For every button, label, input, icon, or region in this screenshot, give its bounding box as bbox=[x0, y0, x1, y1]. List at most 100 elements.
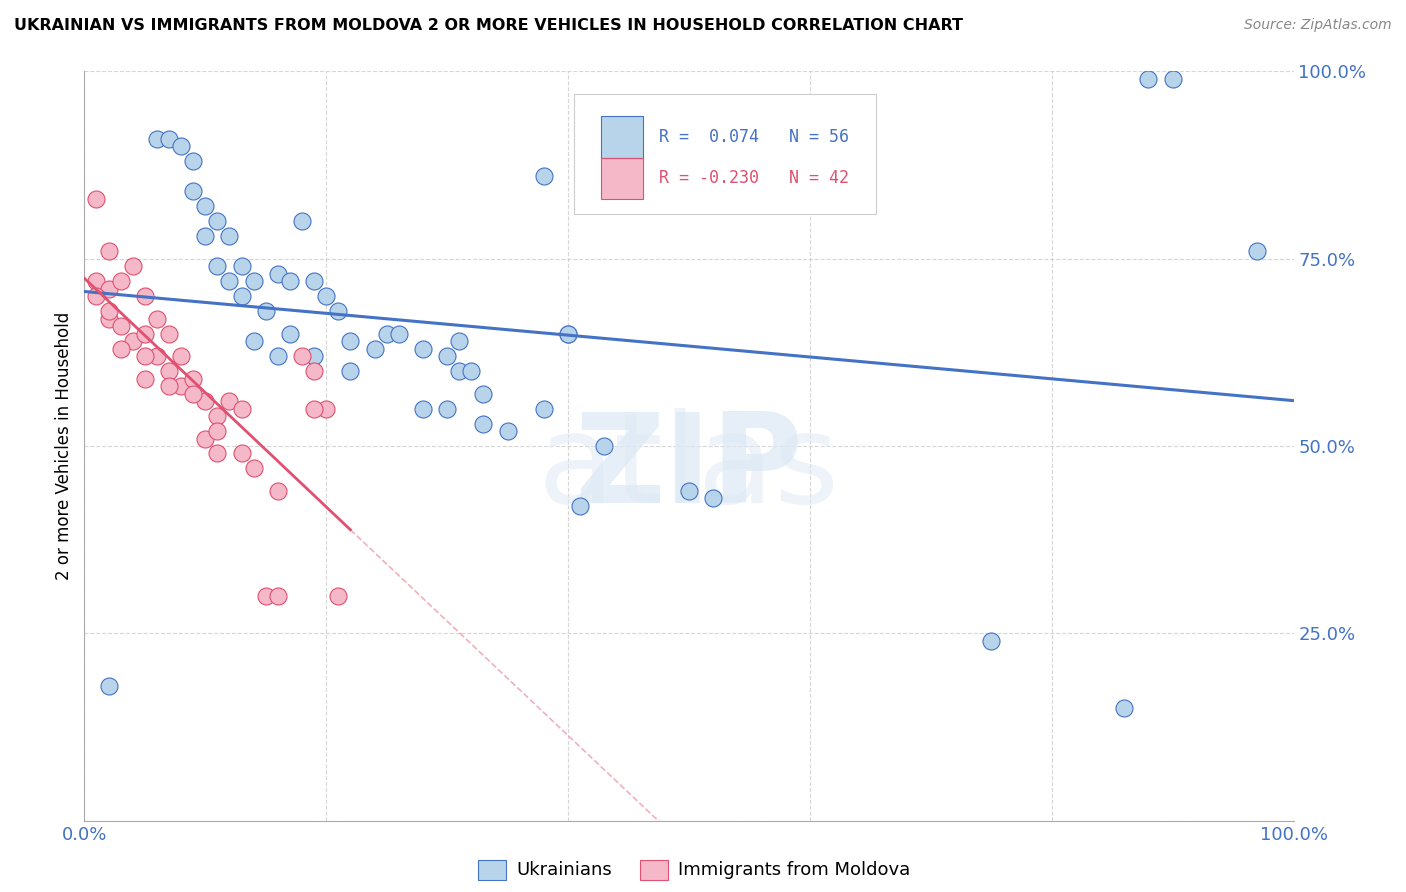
Point bbox=[157, 132, 180, 146]
Point bbox=[375, 326, 398, 341]
Point bbox=[302, 274, 325, 288]
Text: ZIP: ZIP bbox=[575, 408, 803, 529]
Text: Immigrants from Moldova: Immigrants from Moldova bbox=[678, 861, 910, 879]
Y-axis label: 2 or more Vehicles in Household: 2 or more Vehicles in Household bbox=[55, 312, 73, 580]
Point bbox=[533, 401, 555, 416]
Point bbox=[302, 401, 325, 416]
FancyBboxPatch shape bbox=[600, 158, 643, 199]
Point bbox=[170, 349, 193, 363]
Point bbox=[97, 304, 120, 318]
Point bbox=[799, 132, 821, 146]
Point bbox=[231, 259, 253, 273]
Point bbox=[146, 132, 169, 146]
Point bbox=[170, 379, 193, 393]
Point bbox=[134, 289, 156, 303]
Text: R = -0.230   N = 42: R = -0.230 N = 42 bbox=[659, 169, 849, 186]
Point bbox=[678, 483, 700, 498]
Point bbox=[569, 499, 592, 513]
Point bbox=[157, 326, 180, 341]
Point bbox=[339, 364, 361, 378]
Point bbox=[231, 289, 253, 303]
Point bbox=[194, 432, 217, 446]
Point bbox=[1137, 71, 1160, 86]
Point bbox=[533, 169, 555, 184]
Point bbox=[315, 289, 337, 303]
Point bbox=[110, 319, 132, 334]
Point bbox=[97, 679, 120, 693]
Point bbox=[242, 461, 264, 475]
Text: R =  0.074   N = 56: R = 0.074 N = 56 bbox=[659, 128, 849, 145]
FancyBboxPatch shape bbox=[574, 94, 876, 214]
Point bbox=[157, 364, 180, 378]
Point bbox=[1246, 244, 1268, 259]
Point bbox=[328, 304, 350, 318]
Point bbox=[339, 334, 361, 348]
Point bbox=[207, 259, 229, 273]
Point bbox=[328, 589, 350, 603]
Point bbox=[231, 401, 253, 416]
Point bbox=[980, 633, 1002, 648]
Point bbox=[121, 259, 143, 273]
Point bbox=[134, 371, 156, 385]
Point bbox=[436, 349, 458, 363]
Point bbox=[388, 326, 411, 341]
Point bbox=[218, 394, 240, 409]
Point bbox=[207, 446, 229, 460]
Point bbox=[242, 274, 264, 288]
Point bbox=[1161, 71, 1184, 86]
Point bbox=[231, 446, 253, 460]
Point bbox=[254, 589, 277, 603]
Point bbox=[267, 589, 290, 603]
Point bbox=[86, 192, 108, 206]
Point bbox=[472, 386, 495, 401]
Text: atlas: atlas bbox=[538, 408, 839, 529]
Point bbox=[181, 154, 204, 169]
Point bbox=[134, 349, 156, 363]
Point bbox=[278, 274, 301, 288]
Point bbox=[110, 342, 132, 356]
Text: UKRAINIAN VS IMMIGRANTS FROM MOLDOVA 2 OR MORE VEHICLES IN HOUSEHOLD CORRELATION: UKRAINIAN VS IMMIGRANTS FROM MOLDOVA 2 O… bbox=[14, 18, 963, 33]
Point bbox=[302, 349, 325, 363]
Point bbox=[207, 214, 229, 228]
Point bbox=[363, 342, 385, 356]
Point bbox=[146, 311, 169, 326]
Point bbox=[134, 326, 156, 341]
Point bbox=[157, 379, 180, 393]
Point bbox=[97, 244, 120, 259]
Point bbox=[86, 289, 108, 303]
Point bbox=[302, 364, 325, 378]
Point bbox=[267, 267, 290, 281]
Text: Ukrainians: Ukrainians bbox=[516, 861, 612, 879]
Point bbox=[146, 349, 169, 363]
Point bbox=[315, 401, 337, 416]
Point bbox=[194, 229, 217, 244]
Point bbox=[254, 304, 277, 318]
Point bbox=[496, 424, 519, 438]
Point bbox=[449, 364, 471, 378]
FancyBboxPatch shape bbox=[600, 116, 643, 158]
Point bbox=[702, 491, 724, 506]
Point bbox=[278, 326, 301, 341]
Point bbox=[218, 229, 240, 244]
Point bbox=[557, 326, 579, 341]
Point bbox=[291, 349, 314, 363]
Point bbox=[194, 394, 217, 409]
Point bbox=[472, 417, 495, 431]
Point bbox=[218, 274, 240, 288]
Point bbox=[436, 401, 458, 416]
Point bbox=[412, 342, 434, 356]
Point bbox=[194, 199, 217, 213]
Point bbox=[207, 409, 229, 423]
Point bbox=[557, 326, 579, 341]
Point bbox=[181, 386, 204, 401]
Point bbox=[412, 401, 434, 416]
Point bbox=[121, 334, 143, 348]
Point bbox=[170, 139, 193, 153]
Point bbox=[267, 483, 290, 498]
Point bbox=[207, 424, 229, 438]
Point bbox=[181, 184, 204, 198]
Point bbox=[97, 282, 120, 296]
Point bbox=[181, 371, 204, 385]
Point bbox=[1114, 701, 1136, 715]
Point bbox=[97, 311, 120, 326]
